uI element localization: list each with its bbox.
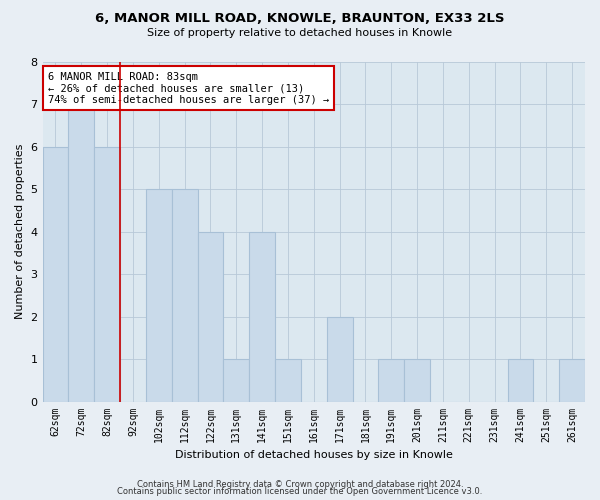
- Bar: [68, 104, 94, 402]
- Bar: [379, 359, 404, 402]
- Text: 6, MANOR MILL ROAD, KNOWLE, BRAUNTON, EX33 2LS: 6, MANOR MILL ROAD, KNOWLE, BRAUNTON, EX…: [95, 12, 505, 26]
- Text: 6 MANOR MILL ROAD: 83sqm
← 26% of detached houses are smaller (13)
74% of semi-d: 6 MANOR MILL ROAD: 83sqm ← 26% of detach…: [48, 72, 329, 105]
- Text: Contains HM Land Registry data © Crown copyright and database right 2024.: Contains HM Land Registry data © Crown c…: [137, 480, 463, 489]
- Bar: [326, 316, 353, 402]
- Text: Size of property relative to detached houses in Knowle: Size of property relative to detached ho…: [148, 28, 452, 38]
- Bar: [249, 232, 275, 402]
- Bar: [94, 146, 120, 402]
- Bar: [559, 359, 585, 402]
- Bar: [172, 189, 197, 402]
- Bar: [223, 359, 249, 402]
- Bar: [146, 189, 172, 402]
- Bar: [197, 232, 223, 402]
- Bar: [43, 146, 68, 402]
- Bar: [508, 359, 533, 402]
- Y-axis label: Number of detached properties: Number of detached properties: [15, 144, 25, 319]
- Text: Contains public sector information licensed under the Open Government Licence v3: Contains public sector information licen…: [118, 487, 482, 496]
- Bar: [404, 359, 430, 402]
- X-axis label: Distribution of detached houses by size in Knowle: Distribution of detached houses by size …: [175, 450, 453, 460]
- Bar: [275, 359, 301, 402]
